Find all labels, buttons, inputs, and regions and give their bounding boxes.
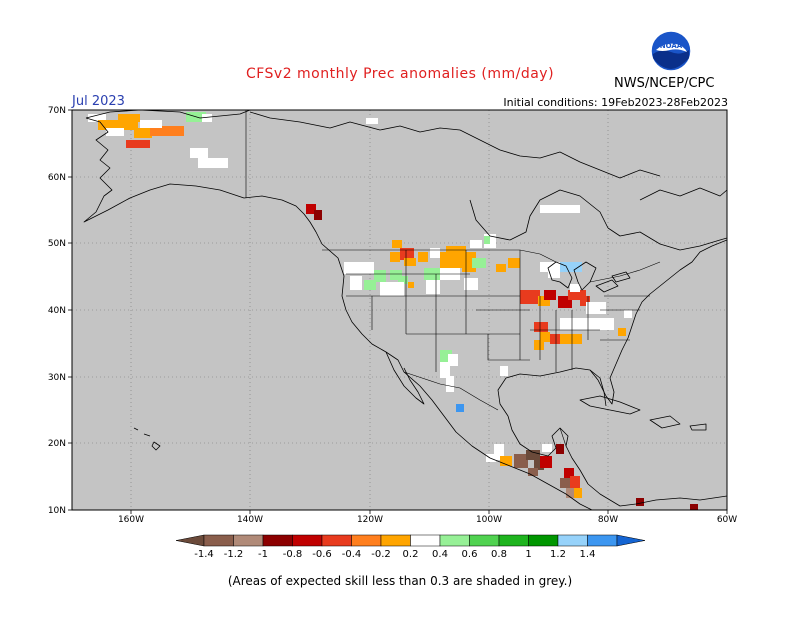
colorbar-label: -1 [258, 549, 268, 560]
skill-note: (Areas of expected skill less than 0.3 a… [227, 574, 573, 588]
colorbar-label: 1 [525, 549, 531, 560]
colorbar-cell [587, 534, 618, 547]
chart-title: CFSv2 monthly Prec anomalies (mm/day) [245, 66, 555, 82]
colorbar-label: -0.4 [342, 549, 362, 560]
colorbar-cell [321, 534, 352, 547]
agency-label: NWS/NCEP/CPC [614, 76, 715, 91]
colorbar: -1.4 -1.2 -1 -0.8 -0.6 -0.4 -0.2 0.2 0.4 0.6 0.8 1 1… [175, 534, 646, 560]
forecast-month: Jul 2023 [72, 94, 125, 109]
colorbar-cell [528, 534, 559, 547]
colorbar-cell [380, 534, 411, 547]
lat-tick-labels: 70N 60N 50N 40N 30N 20N 10N [48, 106, 66, 516]
lon-tick-label: 60W [717, 515, 737, 525]
colorbar-cell [351, 534, 382, 547]
lat-tick-label: 40N [48, 306, 66, 316]
colorbar-cell [498, 534, 529, 547]
anomaly-patches [88, 112, 698, 510]
colorbar-label: 1.2 [550, 549, 566, 560]
colorbar-label: -1.2 [224, 549, 244, 560]
colorbar-label: -0.6 [312, 549, 332, 560]
lon-tick-label: 160W [118, 515, 144, 525]
colorbar-arrow-left [175, 534, 205, 547]
lat-tick-label: 20N [48, 439, 66, 449]
initial-conditions: Initial conditions: 19Feb2023-28Feb2023 [503, 96, 728, 109]
lat-tick-label: 70N [48, 106, 66, 116]
lon-tick-labels: 160W 140W 120W 100W 80W 60W [118, 515, 737, 525]
colorbar-cell [203, 534, 234, 547]
lon-tick-label: 100W [476, 515, 502, 525]
lon-tick-label: 120W [357, 515, 383, 525]
colorbar-label: 0.4 [432, 549, 448, 560]
colorbar-cell [557, 534, 588, 547]
colorbar-arrow-right [616, 534, 646, 547]
colorbar-cell [469, 534, 500, 547]
lat-tick-label: 60N [48, 173, 66, 183]
lat-tick-label: 30N [48, 373, 66, 383]
colorbar-cell [292, 534, 323, 547]
lon-tick-label: 80W [598, 515, 618, 525]
colorbar-label: 0.6 [462, 549, 478, 560]
coastlines [83, 110, 727, 510]
colorbar-cell [439, 534, 470, 547]
colorbar-label: 0.2 [403, 549, 419, 560]
colorbar-label: 1.4 [580, 549, 596, 560]
noaa-logo-icon: NOAA [650, 30, 692, 72]
lat-tick-label: 50N [48, 239, 66, 249]
colorbar-cell [262, 534, 293, 547]
colorbar-label: -1.4 [194, 549, 214, 560]
logo-text: NOAA [660, 42, 683, 50]
colorbar-cell [233, 534, 264, 547]
colorbar-label: 0.8 [491, 549, 507, 560]
lon-tick-label: 140W [237, 515, 263, 525]
political-boundaries [245, 110, 661, 447]
axis-ticks [68, 109, 728, 514]
colorbar-label: -0.8 [283, 549, 303, 560]
colorbar-cell [410, 534, 441, 547]
colorbar-label: -0.2 [371, 549, 391, 560]
lat-tick-label: 10N [48, 506, 66, 516]
